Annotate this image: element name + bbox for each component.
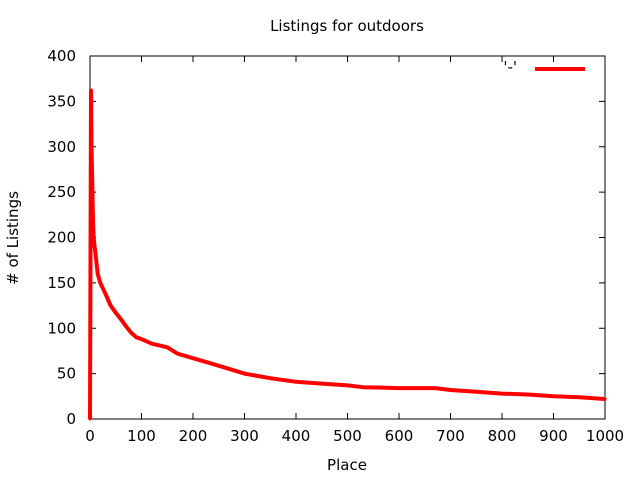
data-point <box>96 272 100 276</box>
y-tick-label: 50 <box>57 365 76 383</box>
data-point <box>346 383 349 387</box>
data-point <box>320 382 324 386</box>
data-point <box>93 245 97 249</box>
y-tick-label: 350 <box>47 92 76 110</box>
x-axis-label: Place <box>327 456 367 474</box>
data-point <box>526 392 530 396</box>
plot-frame <box>89 55 606 420</box>
data-point <box>552 394 555 398</box>
x-tick-label: 200 <box>179 427 208 445</box>
x-tick-label: 700 <box>436 427 465 445</box>
data-point <box>140 337 143 341</box>
data-point <box>176 352 180 356</box>
y-tick-label: 200 <box>47 229 76 247</box>
data-point <box>94 258 98 262</box>
axis-ticks: 0 100 200 300 400 500 600 700 800 900 1000 0 50 100 15… <box>47 47 624 445</box>
data-point <box>103 292 107 296</box>
data-point <box>92 240 96 244</box>
data-point <box>98 281 102 285</box>
legend-label: '-' <box>503 58 517 76</box>
x-tick-label: 300 <box>230 427 259 445</box>
data-point <box>119 317 123 321</box>
data-point <box>449 388 452 392</box>
data-point <box>243 372 246 376</box>
data-point <box>165 345 169 349</box>
data-point <box>89 254 93 258</box>
data-point <box>93 249 97 253</box>
data-point <box>433 386 437 390</box>
data-point <box>603 397 607 401</box>
data-point <box>268 376 272 380</box>
data-point <box>90 145 94 149</box>
data-point <box>91 199 95 203</box>
data-point <box>109 304 113 308</box>
data-point <box>114 311 118 315</box>
data-point <box>124 324 128 328</box>
x-tick-label: 800 <box>488 427 517 445</box>
y-axis-label: # of Listings <box>4 191 22 285</box>
data-point <box>90 172 94 176</box>
data-point <box>294 380 298 384</box>
y-tick-label: 300 <box>47 138 76 156</box>
x-tick-label: 400 <box>282 427 311 445</box>
data-point <box>88 417 92 421</box>
x-tick-label: 1000 <box>586 427 624 445</box>
data-point <box>474 390 478 394</box>
data-point <box>222 365 226 369</box>
series-line <box>88 88 606 420</box>
y-tick-label: 400 <box>47 47 76 65</box>
data-point <box>206 361 210 365</box>
data-point <box>89 88 93 92</box>
legend: '-' <box>503 58 585 76</box>
data-point <box>92 236 96 239</box>
data-point <box>134 335 138 339</box>
x-tick-label: 600 <box>385 427 414 445</box>
data-point <box>397 386 401 390</box>
x-tick-label: 500 <box>333 427 362 445</box>
x-tick-label: 100 <box>127 427 156 445</box>
data-point <box>191 356 195 360</box>
data-point <box>500 392 504 396</box>
data-point <box>91 222 95 226</box>
x-tick-label: 0 <box>85 427 95 445</box>
x-tick-label: 900 <box>539 427 568 445</box>
chart-title: Listings for outdoors <box>270 17 424 35</box>
series-layer <box>88 88 607 421</box>
data-point <box>361 385 365 389</box>
y-tick-label: 150 <box>47 274 76 292</box>
data-point <box>577 395 581 399</box>
data-point <box>150 342 154 346</box>
y-tick-label: 100 <box>47 319 76 337</box>
y-tick-label: 250 <box>47 183 76 201</box>
data-point <box>129 331 133 335</box>
y-tick-label: 0 <box>66 410 76 428</box>
